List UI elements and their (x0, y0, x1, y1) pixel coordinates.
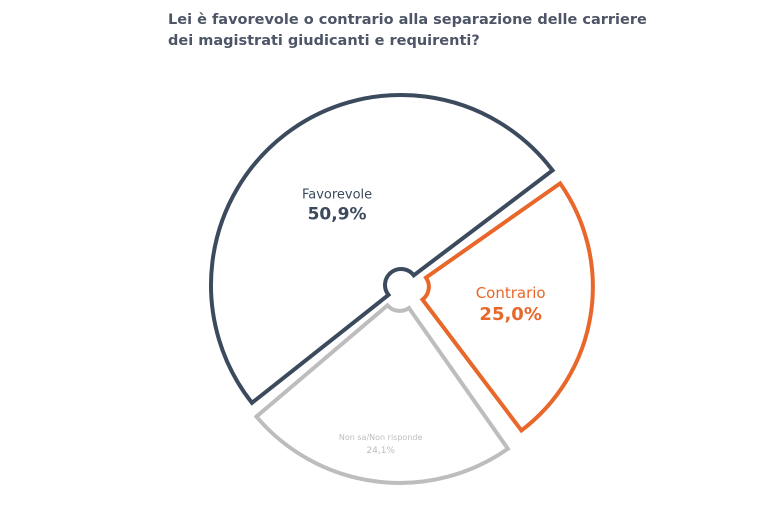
pie-slice-favorevole (209, 93, 556, 406)
slice-label: Contrario (476, 284, 546, 302)
slice-value-label: 25,0% (479, 304, 541, 325)
slice-value-label: 24,1% (366, 446, 395, 456)
slice-label: Favorevole (302, 187, 372, 202)
chart-title: Lei è favorevole o contrario alla separa… (168, 12, 647, 49)
pie-slice-contrario (419, 180, 595, 434)
pie-slice-non-sa-non-risponde (253, 302, 511, 485)
slice-value-label: 50,9% (308, 204, 367, 224)
slice-label: Non sa/Non risponde (339, 433, 423, 442)
